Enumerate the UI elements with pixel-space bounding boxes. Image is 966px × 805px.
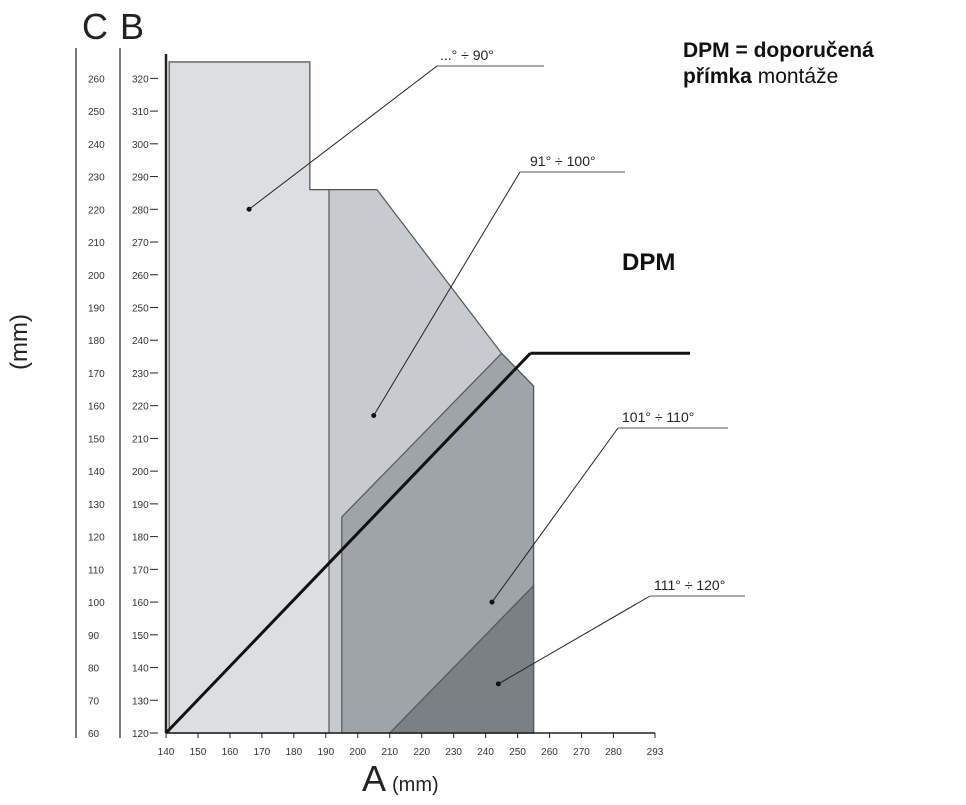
y-tick-label-b: 240	[132, 336, 149, 347]
y-tick-label-c: 130	[88, 500, 105, 511]
x-tick-label: 160	[222, 747, 239, 758]
x-tick-label: 250	[509, 747, 526, 758]
x-tick-label: 260	[541, 747, 558, 758]
y-tick-label-c: 180	[88, 336, 105, 347]
x-tick-label: 270	[573, 747, 590, 758]
y-tick-label-b: 220	[132, 402, 149, 413]
y-tick-label-b: 130	[132, 696, 149, 707]
y-tick-label-b: 310	[132, 107, 149, 118]
y-tick-label-c: 140	[88, 467, 105, 478]
y-tick-label-b: 170	[132, 565, 149, 576]
y-tick-label-b: 250	[132, 303, 149, 314]
y-tick-label-c: 60	[88, 729, 100, 740]
dpm-line	[164, 352, 532, 735]
callout-101-110-leader	[491, 427, 619, 603]
x-axis-letter: A	[362, 758, 387, 799]
x-axis-label: A (mm)	[362, 758, 439, 800]
y-tick-label-b: 280	[132, 205, 149, 216]
y-tick-label-b: 230	[132, 369, 149, 380]
x-tick-label: 280	[605, 747, 622, 758]
y-tick-label-b: 120	[132, 729, 149, 740]
y-tick-label-b: 140	[132, 664, 149, 675]
x-tick-label: 200	[349, 747, 366, 758]
y-tick-label-b: 290	[132, 173, 149, 184]
callout-111-120-label: 111° ÷ 120°	[654, 577, 725, 593]
dpm-label: DPM	[622, 249, 675, 276]
callout-111-120-leader	[498, 595, 651, 685]
y-tick-label-c: 250	[88, 107, 105, 118]
y-tick-label-c: 150	[88, 434, 105, 445]
y-tick-label-b: 300	[132, 140, 149, 151]
x-tick-label: 180	[285, 747, 302, 758]
y-tick-label-b: 180	[132, 533, 149, 544]
callout-91-100-leader	[373, 171, 521, 416]
y-tick-label-c: 170	[88, 369, 105, 380]
callout-90-label: ...° ÷ 90°	[440, 47, 494, 63]
dpm-note-line2-rest: montáže	[751, 65, 839, 88]
x-tick-label: 293	[647, 747, 664, 758]
x-tick-label: 150	[190, 747, 207, 758]
callout-101-110-label: 101° ÷ 110°	[622, 409, 694, 425]
axis-b-letter: B	[120, 6, 145, 47]
dpm-note: DPM = doporučená přímka montáže	[683, 38, 874, 90]
axis-c-letter: C	[82, 6, 108, 47]
y-tick-label-c: 260	[88, 74, 105, 85]
y-tick-label-b: 160	[132, 598, 149, 609]
x-tick-label: 210	[381, 747, 398, 758]
x-tick-label: 220	[413, 747, 430, 758]
callout-91-100-label: 91° ÷ 100°	[530, 153, 596, 169]
x-tick-label: 240	[477, 747, 494, 758]
y-tick-label-c: 80	[88, 664, 100, 675]
y-tick-label-c: 160	[88, 402, 105, 413]
y-tick-label-c: 210	[88, 238, 105, 249]
y-tick-label-c: 220	[88, 205, 105, 216]
callout-90-leader	[248, 65, 438, 210]
y-tick-label-b: 200	[132, 467, 149, 478]
x-tick-label: 170	[254, 747, 271, 758]
y-tick-label-b: 260	[132, 271, 149, 282]
y-tick-label-b: 150	[132, 631, 149, 642]
region-90	[168, 61, 330, 734]
y-tick-label-b: 270	[132, 238, 149, 249]
y-tick-label-c: 100	[88, 598, 105, 609]
x-tick-label: 190	[317, 747, 334, 758]
y-tick-label-c: 70	[88, 696, 100, 707]
y-tick-label-b: 320	[132, 74, 149, 85]
dpm-note-line1: DPM = doporučená	[683, 39, 874, 62]
y-tick-label-c: 120	[88, 533, 105, 544]
x-axis-unit: (mm)	[392, 774, 439, 796]
y-tick-label-c: 90	[88, 631, 100, 642]
y-tick-label-c: 190	[88, 303, 105, 314]
dpm-note-line2-bold: přímka	[683, 65, 752, 88]
y-tick-label-c: 200	[88, 271, 105, 282]
y-tick-label-c: 240	[88, 140, 105, 151]
y-tick-label-b: 190	[132, 500, 149, 511]
y-tick-label-c: 230	[88, 173, 105, 184]
x-tick-label: 230	[445, 747, 462, 758]
y-tick-label-c: 110	[88, 565, 104, 576]
x-tick-label: 140	[158, 747, 175, 758]
y-tick-label-b: 210	[132, 434, 149, 445]
